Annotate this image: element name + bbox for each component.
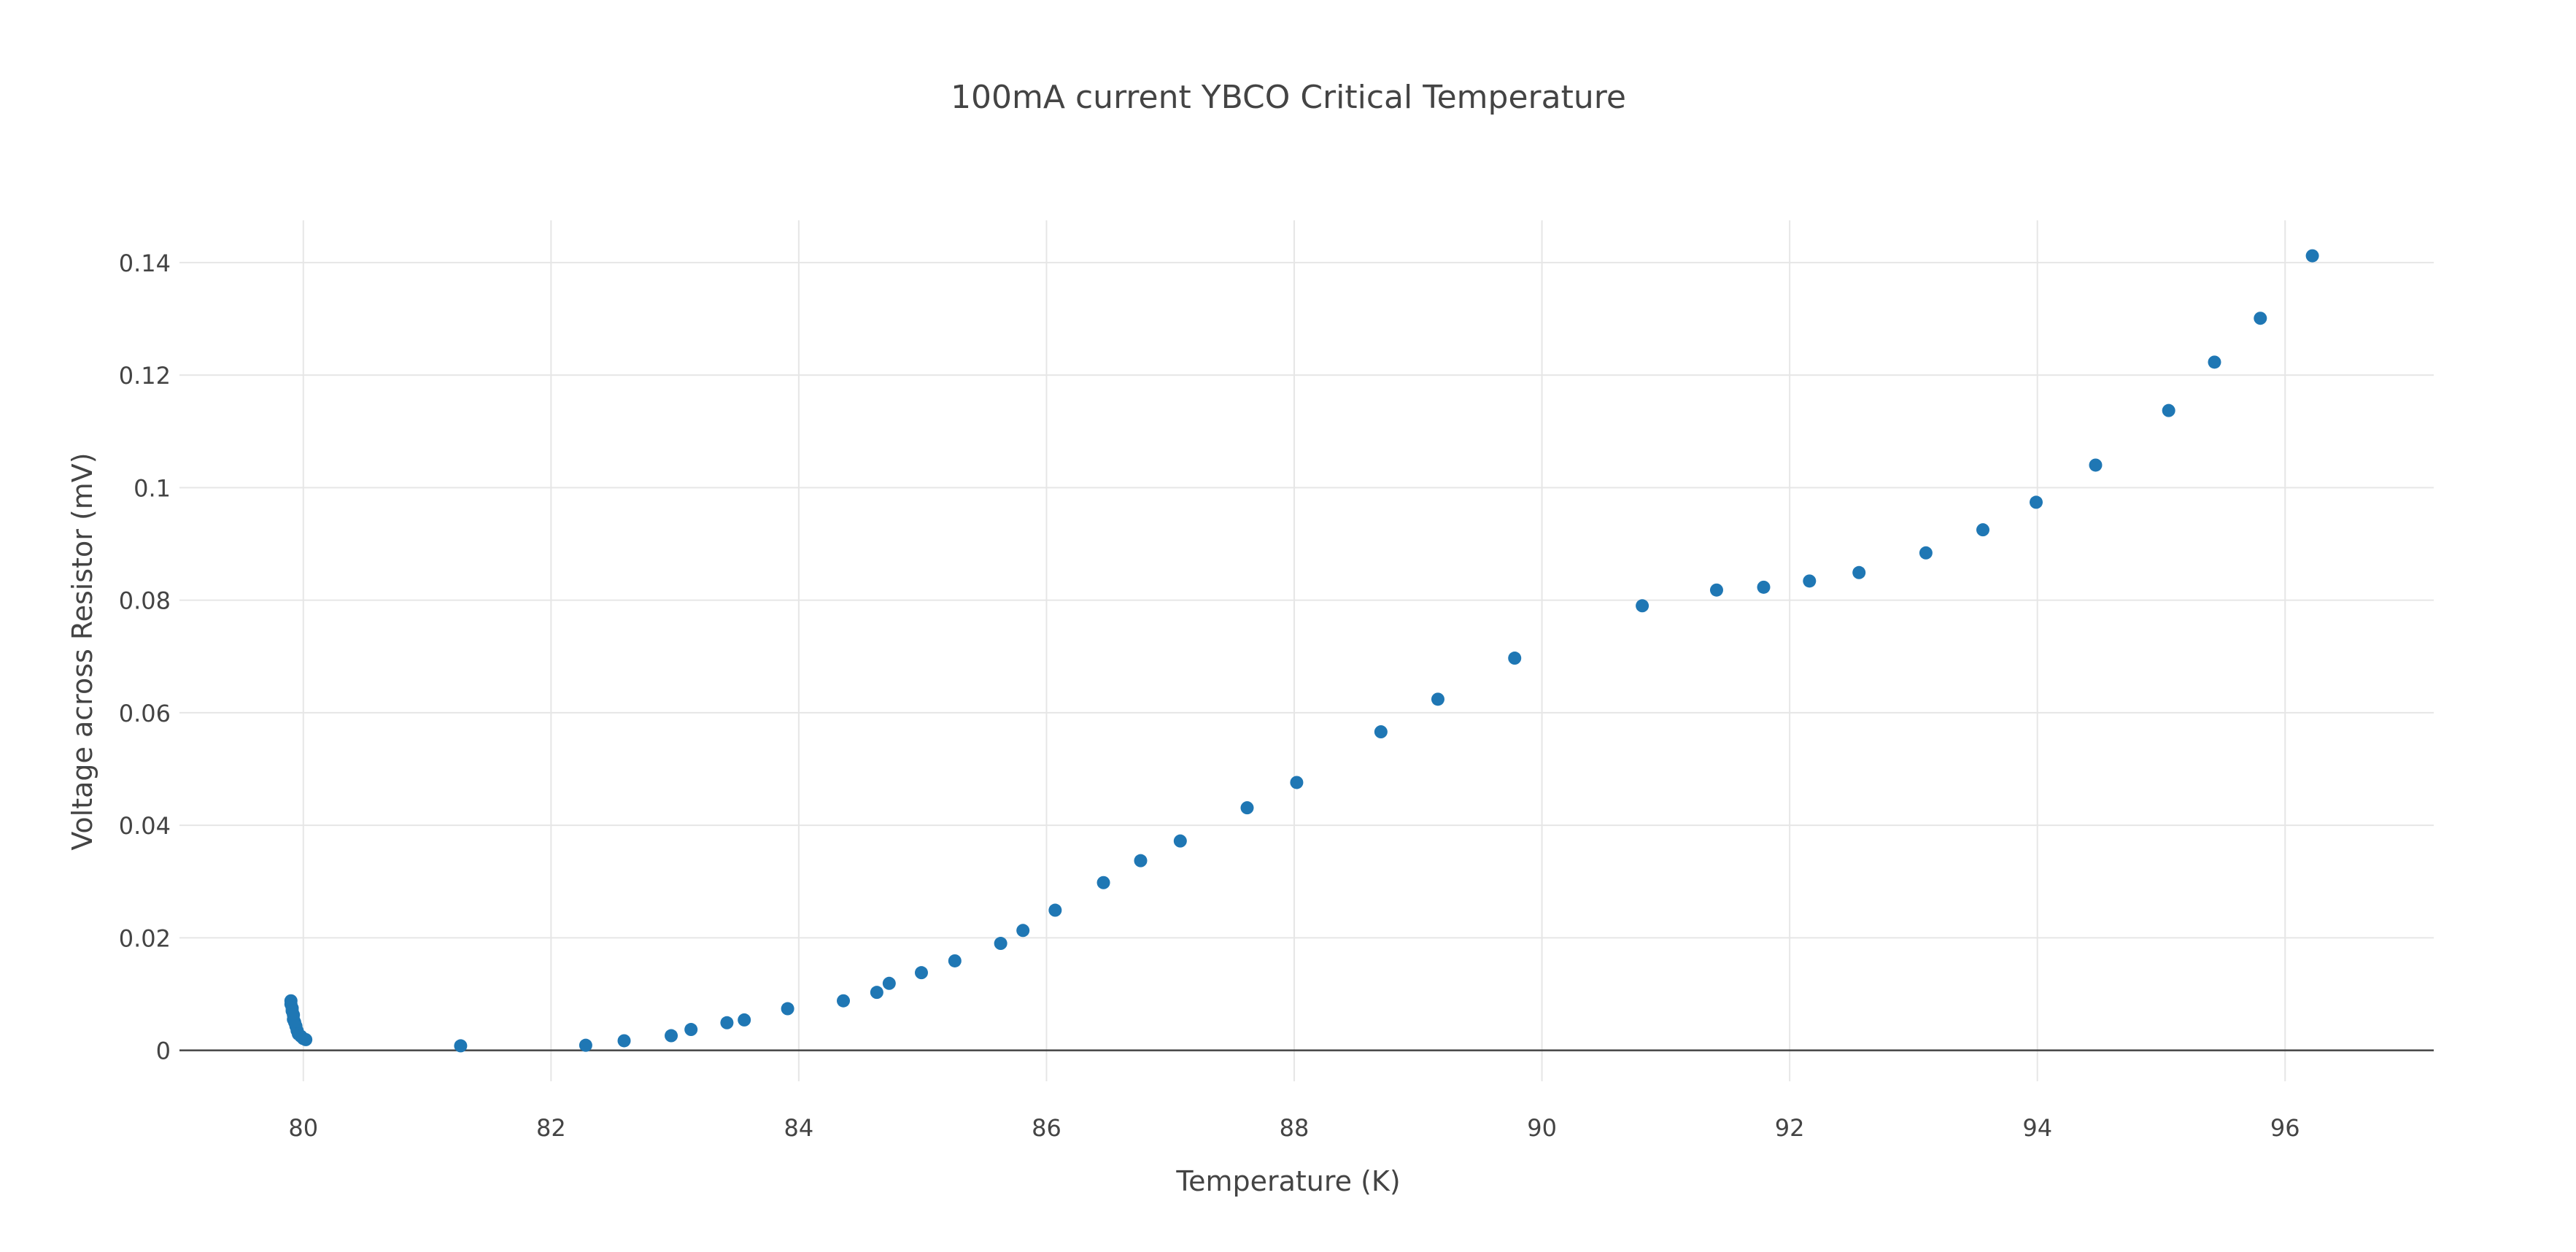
data-point-0-27 <box>1016 924 1030 938</box>
y-tick-label-7: 0.14 <box>119 250 171 277</box>
data-point-0-22 <box>870 986 883 1000</box>
data-point-0-41 <box>1852 565 1866 579</box>
data-point-0-21 <box>837 994 851 1008</box>
data-point-0-20 <box>781 1002 794 1016</box>
y-tick-label-0: 0 <box>156 1037 171 1065</box>
x-tick-label-90: 90 <box>1527 1114 1557 1142</box>
y-tick-label-5: 0.1 <box>134 474 171 502</box>
x-tick-label-80: 80 <box>288 1114 318 1142</box>
data-point-0-42 <box>1919 546 1933 560</box>
data-point-0-26 <box>994 937 1007 951</box>
y-tick-label-3: 0.06 <box>119 700 171 727</box>
data-point-0-23 <box>882 976 896 990</box>
y-tick-label-4: 0.08 <box>119 587 171 615</box>
x-tick-label-86: 86 <box>1032 1114 1061 1142</box>
y-tick-label-2: 0.04 <box>119 812 171 840</box>
data-point-0-17 <box>684 1023 698 1037</box>
x-gridlines <box>302 220 2286 1081</box>
data-point-0-29 <box>1096 876 1110 889</box>
y-axis-label: Voltage across Resistor (mV) <box>66 452 98 850</box>
data-point-0-44 <box>2030 495 2043 509</box>
x-tick-label-94: 94 <box>2022 1114 2052 1142</box>
data-point-0-19 <box>738 1013 751 1027</box>
y-tick-label-1: 0.02 <box>119 924 171 952</box>
data-point-0-25 <box>948 954 962 967</box>
data-point-0-48 <box>2254 312 2267 325</box>
y-tick-label-6: 0.12 <box>119 362 171 390</box>
x-tick-label-96: 96 <box>2270 1114 2300 1142</box>
data-point-0-30 <box>1134 854 1148 867</box>
y-tick-labels: 0 0.02 0.04 0.06 0.08 0.1 0.12 0.14 <box>119 250 171 1065</box>
chart-title: 100mA current YBCO Critical Temperature <box>951 79 1626 116</box>
data-points <box>284 249 2319 1053</box>
x-axis-label: Temperature (K) <box>1175 1165 1400 1197</box>
data-point-0-35 <box>1431 692 1444 706</box>
data-point-0-37 <box>1636 599 1649 613</box>
data-point-0-43 <box>1976 523 1989 537</box>
data-point-0-39 <box>1757 580 1771 594</box>
data-point-0-49 <box>2305 249 2319 263</box>
x-tick-label-82: 82 <box>536 1114 566 1142</box>
y-gridlines <box>179 261 2434 939</box>
data-point-0-16 <box>665 1029 678 1043</box>
data-point-0-47 <box>2208 355 2221 369</box>
data-point-0-46 <box>2162 403 2175 417</box>
data-point-0-33 <box>1290 776 1304 789</box>
x-tick-label-92: 92 <box>1775 1114 1805 1142</box>
data-point-0-31 <box>1173 834 1187 848</box>
data-point-0-32 <box>1240 801 1254 815</box>
data-point-0-14 <box>579 1038 592 1052</box>
data-point-0-24 <box>914 966 928 980</box>
data-point-0-15 <box>617 1034 631 1048</box>
data-point-0-40 <box>1803 574 1817 588</box>
data-point-0-34 <box>1374 725 1388 739</box>
data-point-0-12 <box>299 1032 313 1046</box>
data-point-0-45 <box>2089 458 2103 472</box>
x-tick-labels: 80 82 84 86 88 90 92 94 96 <box>288 1114 2300 1142</box>
x-tick-label-88: 88 <box>1280 1114 1310 1142</box>
data-point-0-36 <box>1508 652 1522 665</box>
data-point-0-18 <box>720 1016 734 1029</box>
data-point-0-13 <box>454 1039 468 1053</box>
data-point-0-38 <box>1709 583 1723 597</box>
data-point-0-28 <box>1048 903 1062 917</box>
x-tick-label-84: 84 <box>784 1114 814 1142</box>
